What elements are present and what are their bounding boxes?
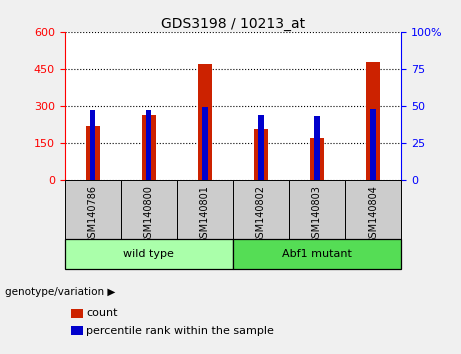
Bar	[177, 180, 233, 239]
Bar	[142, 115, 156, 180]
Bar	[254, 130, 268, 180]
Bar	[146, 110, 152, 180]
Bar	[258, 115, 264, 180]
Bar	[233, 239, 401, 269]
Bar	[198, 64, 212, 180]
Bar	[202, 108, 207, 180]
Text: percentile rank within the sample: percentile rank within the sample	[86, 326, 274, 336]
Bar	[65, 180, 121, 239]
Title: GDS3198 / 10213_at: GDS3198 / 10213_at	[161, 17, 305, 31]
Text: GSM140800: GSM140800	[144, 185, 154, 244]
Text: GSM140802: GSM140802	[256, 185, 266, 244]
Text: genotype/variation ▶: genotype/variation ▶	[5, 287, 115, 297]
Bar	[233, 180, 289, 239]
Bar	[86, 126, 100, 180]
Text: count: count	[86, 308, 118, 318]
Text: GSM140804: GSM140804	[368, 185, 378, 244]
Bar	[345, 180, 401, 239]
Text: Abf1 mutant: Abf1 mutant	[282, 249, 352, 259]
Bar	[366, 62, 380, 180]
Text: wild type: wild type	[123, 249, 174, 259]
Bar	[90, 110, 95, 180]
Bar	[370, 109, 376, 180]
Bar	[310, 138, 324, 180]
Bar	[289, 180, 345, 239]
Text: GSM140786: GSM140786	[88, 185, 98, 244]
Text: GSM140801: GSM140801	[200, 185, 210, 244]
Text: GSM140803: GSM140803	[312, 185, 322, 244]
Bar	[314, 116, 320, 180]
Bar	[65, 239, 233, 269]
Bar	[121, 180, 177, 239]
